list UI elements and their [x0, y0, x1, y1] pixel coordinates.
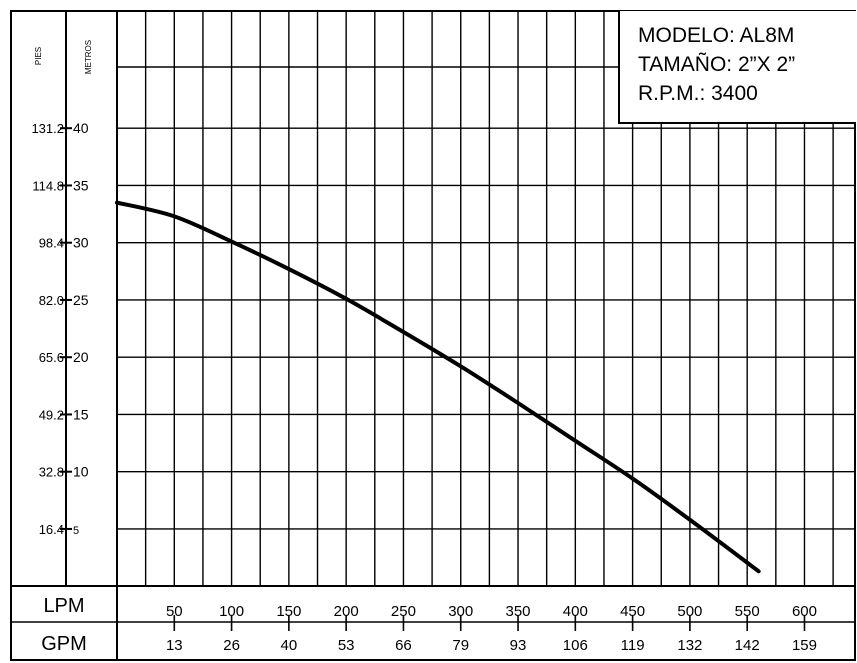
x-tick-label-lpm: 200 — [334, 603, 359, 620]
x-tick-label-lpm: 300 — [448, 603, 473, 620]
x-tick-label-gpm: 40 — [281, 637, 298, 654]
x-tick-label-lpm: 50 — [166, 603, 183, 620]
x-tick-label-lpm: 250 — [391, 603, 416, 620]
y-tick-label-feet: 32.8 — [39, 465, 64, 480]
x-tick-label-gpm: 106 — [563, 637, 588, 654]
y-tick-label-meters: 25 — [73, 292, 89, 308]
x-row-label-lpm: LPM — [43, 595, 84, 617]
y-axis-header-feet: PIES — [34, 47, 43, 65]
x-tick-label-gpm: 132 — [677, 637, 702, 654]
y-tick-label-feet: 82.0 — [39, 293, 64, 308]
x-tick-label-gpm: 119 — [621, 637, 645, 654]
x-tick-label-lpm: 550 — [735, 603, 760, 620]
axis-headers: PIES METROS — [34, 40, 93, 74]
x-tick-label-gpm: 79 — [452, 637, 469, 654]
y-tick-label-meters: 20 — [73, 349, 89, 365]
x-tick-label-gpm: 142 — [735, 637, 760, 654]
pump-curve-line — [115, 200, 761, 574]
y-tick-label-meters: 15 — [73, 406, 89, 422]
x-tick-label-lpm: 450 — [620, 603, 645, 620]
y-tick-label-feet: 49.2 — [39, 407, 64, 422]
x-tick-label-lpm: 350 — [506, 603, 531, 620]
y-tick-label-feet: 16.4 — [39, 522, 64, 537]
y-tick-label-feet: 131.2 — [31, 121, 64, 136]
x-tick-label-lpm: 600 — [792, 603, 817, 620]
y-tick-label-feet: 114.8 — [32, 178, 64, 193]
x-tick-label-gpm: 93 — [510, 637, 527, 654]
outer-border — [10, 10, 856, 661]
x-tick-label-gpm: 53 — [338, 637, 355, 654]
y-tick-label-meters: 30 — [73, 235, 89, 251]
size-label: TAMAÑO: 2”X 2” — [638, 53, 796, 76]
y-axes: 131.2 40 114.8 35 98.4 30 82.0 25 65.6 20 49.2 15 32… — [31, 120, 88, 537]
y-tick-label-meters: 10 — [73, 464, 89, 480]
y-tick-label-meters: 5 — [73, 525, 79, 537]
y-tick-label-feet: 65.6 — [39, 350, 64, 365]
x-axes: LPM GPM 50 13 100 26 150 40 200 53 250 66 300 79 350 93… — [41, 595, 817, 655]
x-row-label-gpm: GPM — [41, 633, 87, 655]
model-label: MODELO: AL8M — [638, 24, 795, 47]
x-tick-label-lpm: 150 — [276, 603, 301, 620]
x-tick-label-gpm: 66 — [395, 637, 412, 654]
y-tick-label-meters: 35 — [73, 177, 89, 193]
curve — [115, 200, 761, 574]
x-tick-label-lpm: 400 — [563, 603, 588, 620]
x-tick-label-gpm: 159 — [792, 637, 817, 654]
grid — [117, 11, 855, 586]
x-tick-label-lpm: 500 — [677, 603, 702, 620]
y-axis-header-meters: METROS — [84, 40, 93, 74]
x-tick-label-gpm: 26 — [223, 637, 240, 654]
x-tick-label-gpm: 13 — [166, 637, 183, 654]
chart-frame — [10, 10, 856, 661]
x-tick-label-lpm: 100 — [219, 603, 244, 620]
pump-info-box: MODELO: AL8M TAMAÑO: 2”X 2” R.P.M.: 3400 — [618, 11, 856, 124]
rpm-label: R.P.M.: 3400 — [638, 82, 758, 105]
y-tick-label-feet: 98.4 — [39, 236, 64, 251]
y-tick-label-meters: 40 — [73, 120, 89, 136]
